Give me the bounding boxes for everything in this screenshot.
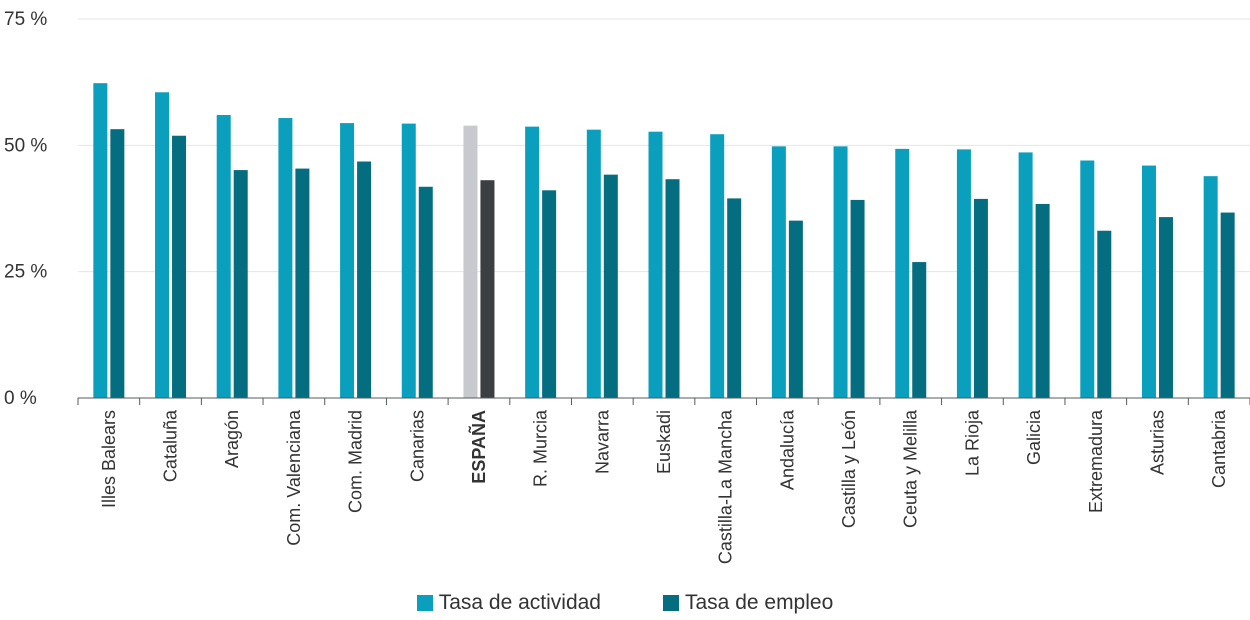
bar-empleo xyxy=(603,174,618,398)
bar-empleo xyxy=(1097,230,1112,398)
bar-empleo xyxy=(912,262,927,398)
bar-actividad xyxy=(1018,152,1033,398)
x-tick-label: Illes Balears xyxy=(99,410,119,508)
y-tick-label: 25 % xyxy=(4,262,47,283)
legend-swatch-empleo xyxy=(663,595,679,611)
bar-actividad xyxy=(710,134,725,398)
bar-empleo xyxy=(1220,212,1235,398)
bar-empleo xyxy=(850,199,865,398)
bar-actividad xyxy=(278,118,293,398)
bar-empleo xyxy=(357,161,372,398)
y-tick-label: 75 % xyxy=(4,9,47,30)
bar-actividad xyxy=(1141,165,1156,398)
bar-empleo xyxy=(233,170,248,398)
bar-actividad xyxy=(155,92,170,399)
bar-actividad xyxy=(463,125,478,398)
bar-actividad xyxy=(771,146,786,398)
legend-label-empleo: Tasa de empleo xyxy=(685,591,834,614)
y-tick-label: 0 % xyxy=(4,388,37,409)
bar-actividad xyxy=(1203,176,1218,398)
bar-actividad xyxy=(340,123,355,398)
bar-empleo xyxy=(788,220,803,398)
bar-actividad xyxy=(586,129,601,398)
x-tick-label: Andalucía xyxy=(777,409,797,490)
bar-empleo xyxy=(973,198,988,398)
bar-empleo xyxy=(542,190,557,398)
x-axis xyxy=(77,397,1250,405)
bar-empleo xyxy=(172,135,187,398)
bars xyxy=(93,83,1235,399)
bar-actividad xyxy=(401,123,416,398)
x-tick-label: Com. Valenciana xyxy=(284,409,304,546)
x-tick-label: Aragón xyxy=(222,410,242,468)
x-tick-label: Navarra xyxy=(592,409,612,474)
x-tick-label: Com. Madrid xyxy=(346,410,366,513)
x-tick-label: Extremadura xyxy=(1086,409,1106,513)
legend-item-actividad: Tasa de actividad xyxy=(416,591,601,615)
bar-actividad xyxy=(648,131,663,398)
bar-empleo xyxy=(1158,217,1173,398)
bar-empleo xyxy=(110,129,125,399)
bar-empleo xyxy=(418,186,433,398)
y-tick-label: 50 % xyxy=(4,135,47,156)
legend-swatch-actividad xyxy=(416,595,433,611)
legend-item-empleo: Tasa de empleo xyxy=(663,591,833,615)
bar-actividad xyxy=(93,83,108,398)
bar-actividad xyxy=(895,148,910,398)
x-axis-labels: Illes Balears Cataluña Aragón Com. Valencia… xyxy=(99,409,1229,564)
x-tick-label: Galicia xyxy=(1024,409,1044,465)
x-tick-label: Asturias xyxy=(1147,410,1167,475)
x-tick-label: ESPAÑA xyxy=(468,410,489,484)
bar-empleo xyxy=(295,168,310,398)
bar-actividad xyxy=(525,126,540,399)
bar-empleo xyxy=(1035,203,1050,398)
x-tick-label: Ceuta y Melilla xyxy=(901,409,921,528)
x-tick-label: Cataluña xyxy=(161,409,181,482)
x-tick-label: R. Murcia xyxy=(531,409,551,487)
legend-label-actividad: Tasa de actividad xyxy=(438,591,601,614)
x-tick-label: Canarias xyxy=(407,410,427,482)
bar-empleo xyxy=(727,198,742,398)
x-tick-label: La Rioja xyxy=(962,409,982,476)
bar-actividad xyxy=(216,115,231,398)
bar-actividad xyxy=(833,146,848,398)
x-tick-label: Euskadi xyxy=(654,410,674,474)
bar-actividad xyxy=(956,149,971,398)
legend: Tasa de actividad Tasa de empleo xyxy=(0,591,1250,615)
bar-empleo xyxy=(665,179,680,398)
x-tick-label: Cantabria xyxy=(1209,409,1229,488)
bar-actividad xyxy=(1080,160,1095,398)
bar-empleo xyxy=(480,180,495,398)
y-axis-ticks: 0 % 25 % 50 % 75 % xyxy=(4,9,47,409)
gridlines xyxy=(78,18,1250,273)
x-tick-label: Castilla-La Mancha xyxy=(716,409,736,564)
x-tick-label: Castilla y León xyxy=(839,410,859,528)
